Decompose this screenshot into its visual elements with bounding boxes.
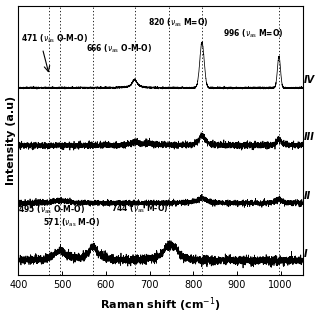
Text: 744 ($\nu_{\rm as}$ M-O): 744 ($\nu_{\rm as}$ M-O) bbox=[111, 203, 169, 215]
Text: IV: IV bbox=[303, 75, 315, 84]
Text: II: II bbox=[303, 191, 311, 202]
Text: 996 ($\nu_{\rm as}$ M=O): 996 ($\nu_{\rm as}$ M=O) bbox=[222, 28, 283, 40]
Text: 820 ($\nu_{\rm as}$ M=O): 820 ($\nu_{\rm as}$ M=O) bbox=[148, 16, 209, 28]
Text: 495 ($\nu_{\rm as}$ O-M-O): 495 ($\nu_{\rm as}$ O-M-O) bbox=[18, 204, 85, 216]
Text: 471 ($\nu_{\rm as}$ O-M-O): 471 ($\nu_{\rm as}$ O-M-O) bbox=[20, 33, 88, 45]
Text: III: III bbox=[303, 132, 314, 142]
Text: 666 ($\nu_{\rm as}$ O-M-O): 666 ($\nu_{\rm as}$ O-M-O) bbox=[86, 43, 152, 55]
X-axis label: Raman shift (cm$^{-1}$): Raman shift (cm$^{-1}$) bbox=[100, 296, 221, 315]
Y-axis label: Intensity (a.u): Intensity (a.u) bbox=[5, 96, 16, 185]
Text: I: I bbox=[303, 249, 307, 259]
Text: 571 ($\nu_{\rm as}$ M-O): 571 ($\nu_{\rm as}$ M-O) bbox=[43, 217, 100, 229]
